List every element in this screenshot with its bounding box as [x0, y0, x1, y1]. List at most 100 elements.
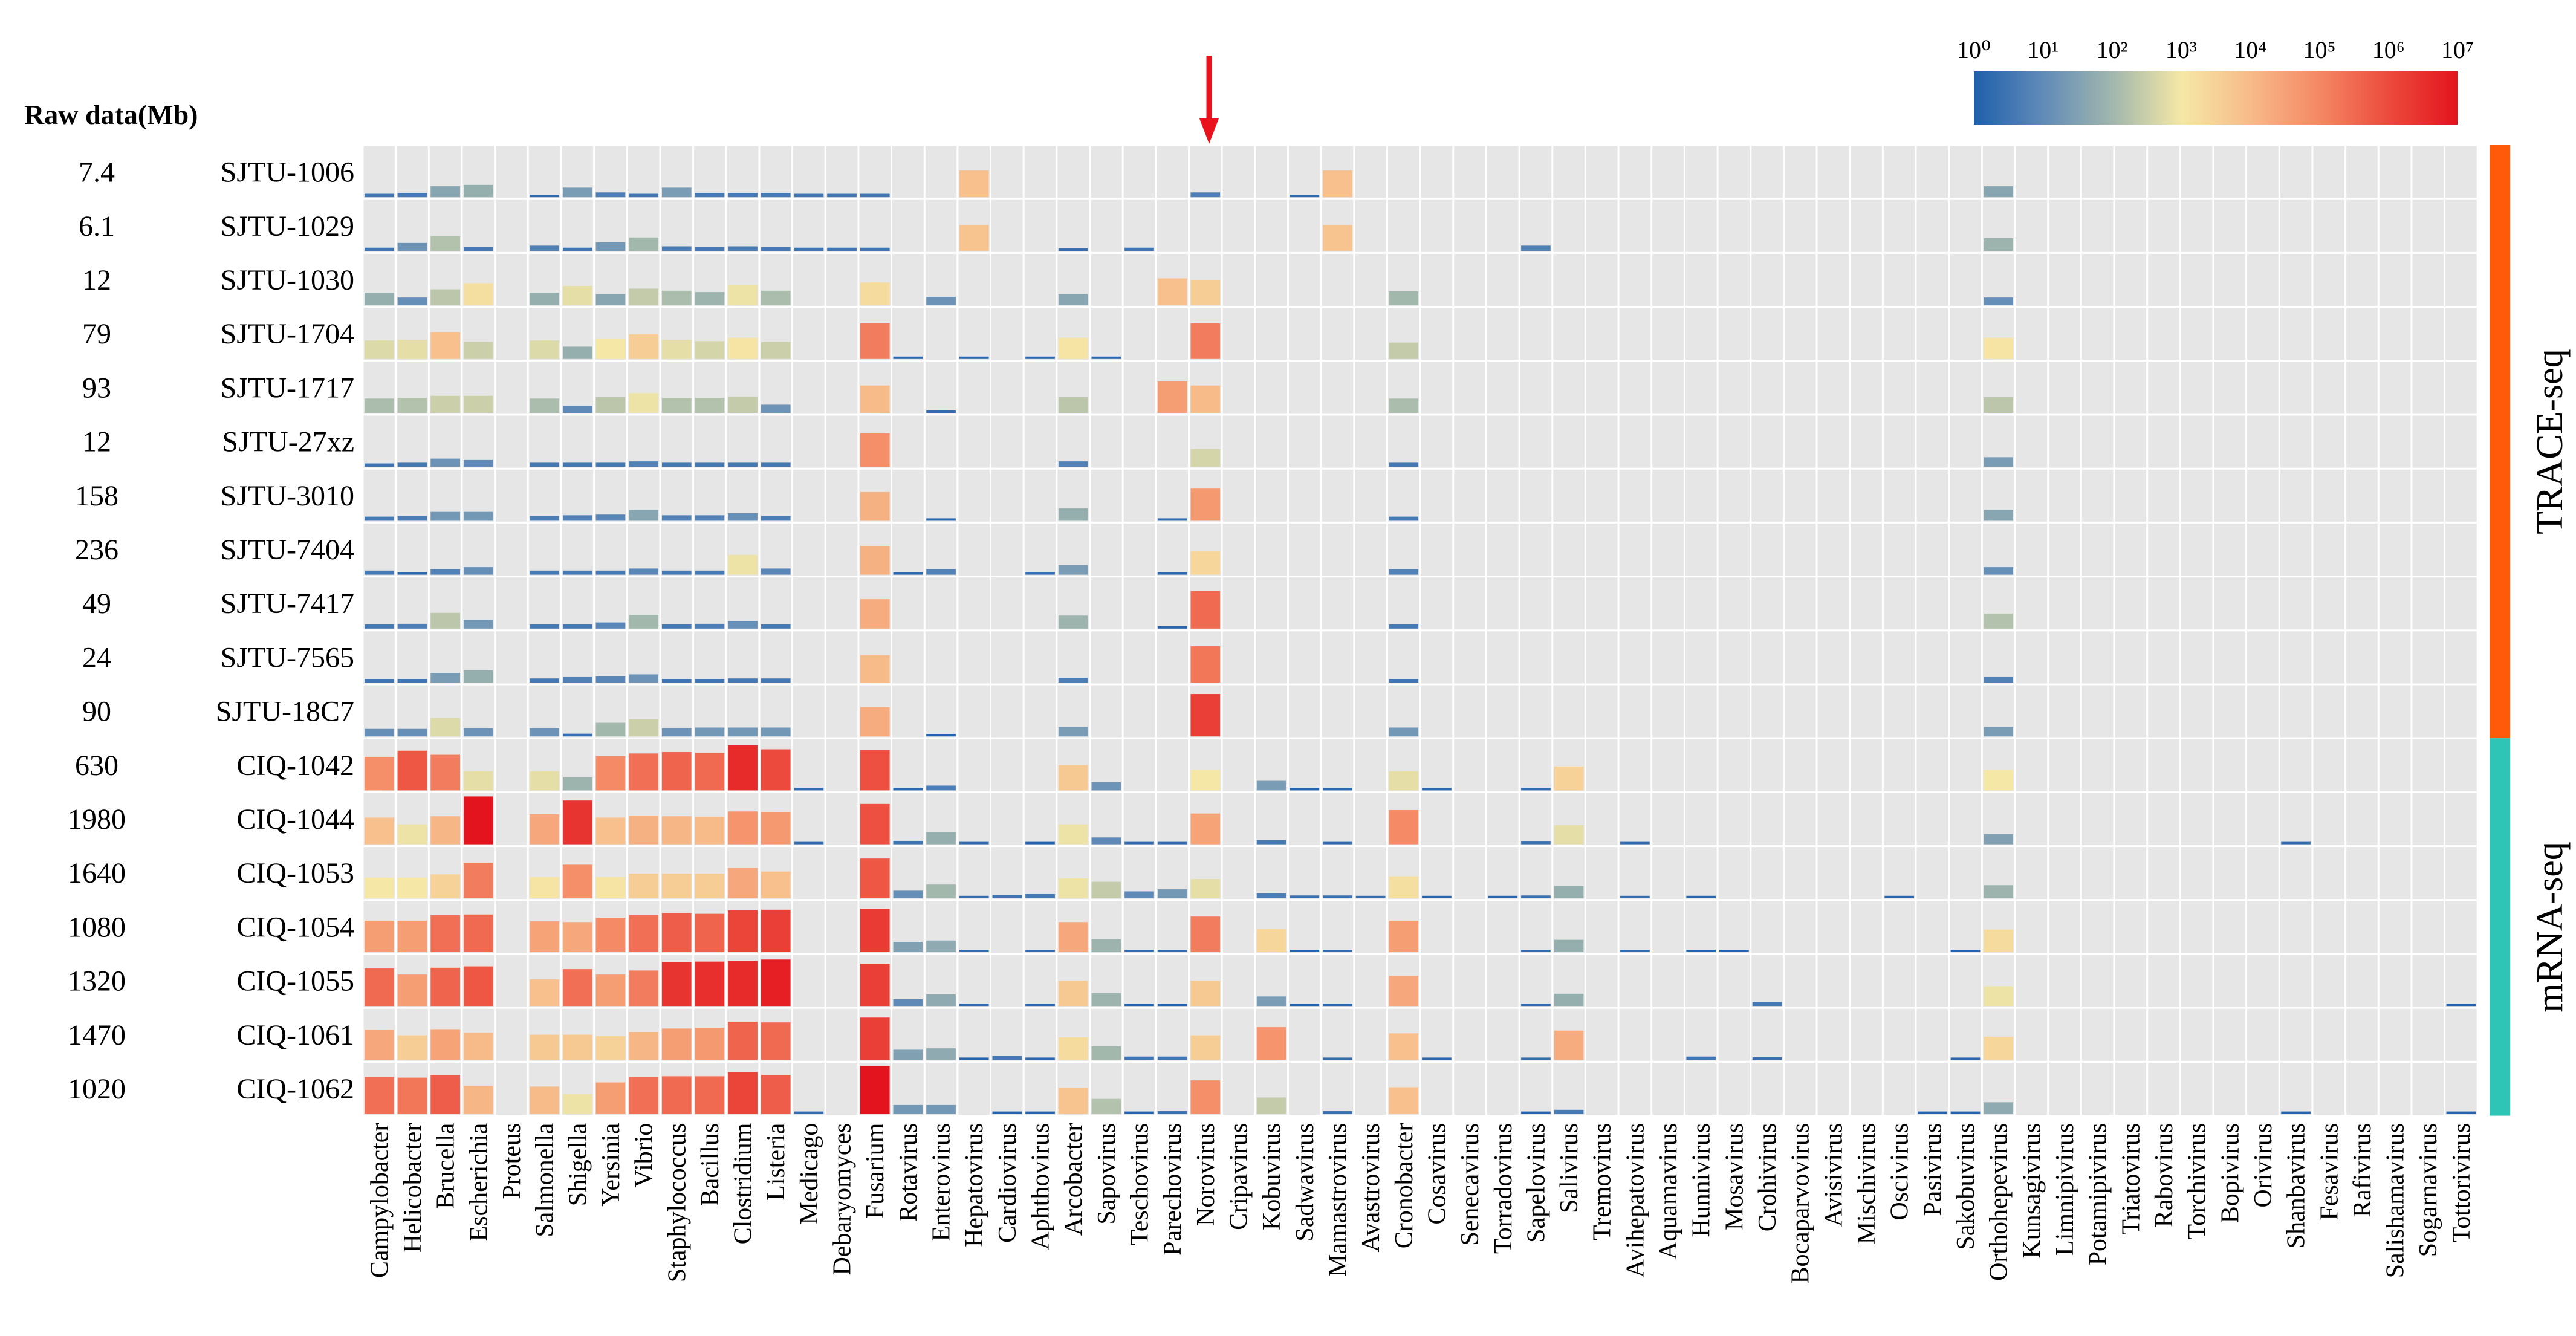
heatmap-cell — [761, 193, 791, 198]
heatmap-cell — [397, 1035, 427, 1060]
column-label: Sogarnavirus — [2415, 1123, 2442, 1257]
heatmap-cell — [1984, 337, 2013, 359]
heatmap-cell — [661, 752, 692, 791]
colorbar — [1974, 71, 2458, 125]
heatmap-row — [362, 413, 2479, 470]
heatmap-cell — [860, 1017, 890, 1060]
heatmap-cell — [728, 910, 758, 952]
heatmap-cell — [1256, 840, 1286, 845]
column-label: Shigella — [564, 1123, 592, 1206]
heatmap-cell — [430, 874, 460, 898]
heatmap-cell — [661, 462, 692, 467]
heatmap-cell — [1290, 1004, 1320, 1007]
heatmap-cell — [926, 940, 956, 952]
heatmap-cell — [1256, 1097, 1286, 1114]
heatmap-cell — [365, 398, 394, 413]
heatmap-cell — [1389, 624, 1419, 629]
sample-label: SJTU-1029 — [221, 210, 354, 242]
heatmap-cell — [893, 1104, 923, 1114]
heatmap-cell — [959, 895, 989, 898]
heatmap-cell — [761, 749, 791, 791]
column-label: Aquamavirus — [1655, 1123, 1682, 1260]
heatmap-cell — [430, 673, 460, 683]
heatmap-cell — [728, 396, 758, 413]
heatmap-cell — [959, 356, 989, 359]
heatmap-cell — [860, 247, 890, 251]
heatmap-cell — [893, 840, 923, 845]
heatmap-cell — [1124, 841, 1154, 845]
heatmap-cell — [1025, 950, 1055, 952]
heatmap-cell — [1025, 894, 1055, 898]
heatmap-cell — [397, 824, 427, 845]
heatmap-cell — [761, 909, 791, 952]
heatmap-cell — [860, 964, 890, 1007]
heatmap-cell — [761, 812, 791, 845]
heatmap-cell — [365, 728, 394, 737]
heatmap-cell — [365, 817, 394, 845]
column-label: Bacillus — [696, 1123, 724, 1207]
heatmap-cell — [1554, 825, 1584, 845]
heatmap-cell — [1058, 727, 1088, 737]
column-label: Sapelovirus — [1522, 1123, 1550, 1243]
heatmap-cell — [926, 410, 956, 413]
heatmap-cell — [1521, 788, 1551, 791]
heatmap-cell — [629, 193, 658, 198]
heatmap-cell — [860, 433, 890, 467]
sample-label: CIQ-1054 — [236, 911, 354, 943]
heatmap-cell — [893, 572, 923, 575]
heatmap-cell — [893, 356, 923, 359]
heatmap-cell — [1686, 950, 1716, 952]
heatmap-cell — [629, 334, 658, 359]
column-label: Aphthovirus — [1027, 1123, 1055, 1250]
column-label: Shanbavirus — [2283, 1123, 2311, 1249]
heatmap-cell — [1058, 1037, 1088, 1060]
heatmap-cell — [397, 750, 427, 791]
heatmap-cell — [397, 340, 427, 359]
heatmap-cell — [661, 340, 692, 359]
heatmap-cell — [661, 816, 692, 845]
heatmap-cell — [761, 727, 791, 737]
sample-label: SJTU-27xz — [222, 426, 354, 458]
heatmap-cell — [463, 1033, 493, 1060]
column-label: Salishamavirus — [2382, 1123, 2410, 1279]
heatmap-cell — [926, 297, 956, 305]
heatmap-cell — [530, 979, 559, 1007]
heatmap-cell — [595, 974, 626, 1007]
heatmap-cell — [1984, 613, 2013, 629]
column-label: Bocaparvovirus — [1787, 1123, 1815, 1284]
heatmap-cell — [959, 225, 989, 251]
heatmap-cell — [1157, 626, 1187, 629]
colorbar-ticks: 10⁰ 10¹ 10² 10³ 10⁴ 10⁵ 10⁶ 10⁷ — [1957, 36, 2474, 63]
heatmap-cell — [761, 1075, 791, 1114]
heatmap-cell — [1256, 1027, 1286, 1060]
column-label: Mosavirus — [1721, 1123, 1748, 1230]
heatmap-cell — [1190, 981, 1221, 1007]
heatmap-cell — [629, 719, 658, 737]
heatmap-cell — [1157, 841, 1187, 845]
heatmap-cell — [1124, 891, 1154, 898]
heatmap-cell — [629, 1032, 658, 1060]
heatmap-cell — [1058, 981, 1088, 1007]
raw-data-value: 79 — [82, 318, 111, 350]
heatmap-cell — [2446, 1111, 2476, 1114]
column-label: Pasivirus — [1919, 1123, 1947, 1216]
colorbar-tick-label: 10⁷ — [2441, 36, 2474, 63]
heatmap-cell — [463, 966, 493, 1007]
heatmap-cell — [1190, 323, 1221, 359]
heatmap-cell — [365, 920, 394, 952]
heatmap-cell — [761, 568, 791, 575]
sample-label: SJTU-7404 — [221, 534, 354, 566]
heatmap-cell — [562, 570, 592, 575]
heatmap-cell — [695, 874, 725, 898]
heatmap-cell — [1190, 488, 1221, 521]
raw-data-header: Raw data(Mb) — [24, 99, 198, 130]
heatmap-cell — [761, 516, 791, 521]
heatmap-cell — [1521, 950, 1551, 952]
column-label: Mischivirus — [1853, 1123, 1881, 1245]
heatmap-cell — [562, 922, 592, 952]
heatmap-cell — [1025, 1111, 1055, 1114]
sample-label: SJTU-18C7 — [216, 696, 354, 728]
heatmap-cell — [397, 679, 427, 683]
heatmap-cell — [695, 913, 725, 952]
column-label: Avihepatovirus — [1621, 1123, 1649, 1278]
